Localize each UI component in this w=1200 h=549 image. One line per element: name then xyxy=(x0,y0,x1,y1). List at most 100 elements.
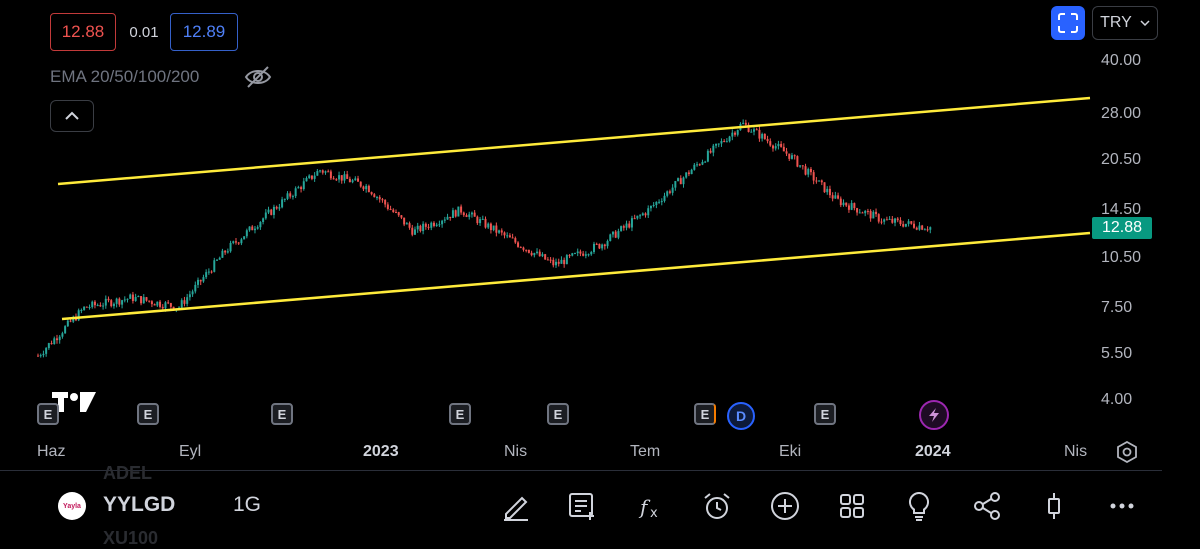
price-tick: 40.00 xyxy=(1101,52,1142,69)
candle-body xyxy=(112,303,115,307)
candle-body xyxy=(172,306,175,310)
candle-body xyxy=(305,178,308,182)
candle-body xyxy=(47,343,50,349)
candle-body xyxy=(373,194,376,198)
candle-body xyxy=(91,301,94,308)
candle-body xyxy=(533,252,536,256)
candle-body xyxy=(728,136,731,142)
price-chart[interactable] xyxy=(0,40,1095,420)
candle-body xyxy=(696,164,699,166)
chart-type-icon[interactable] xyxy=(1038,490,1070,522)
currency-label: TRY xyxy=(1100,14,1132,31)
price-tick: 7.50 xyxy=(1101,299,1133,316)
candle-body xyxy=(180,300,183,308)
eye-off-icon[interactable] xyxy=(244,64,272,90)
candle-body xyxy=(706,150,709,162)
candle-body xyxy=(419,225,422,232)
candle-body xyxy=(913,223,916,228)
alert-icon[interactable] xyxy=(701,490,733,522)
candle-body xyxy=(766,139,769,142)
candle-body xyxy=(560,259,563,264)
time-tick: 2024 xyxy=(915,443,951,460)
interval-selector[interactable]: 1G xyxy=(233,493,262,516)
bid-price[interactable]: 12.88 xyxy=(50,13,116,51)
candle-body xyxy=(384,200,387,205)
share-icon[interactable] xyxy=(971,490,1003,522)
candle-body xyxy=(861,212,864,214)
symbol-name[interactable]: YYLGD xyxy=(103,493,176,516)
candle-body xyxy=(763,133,766,140)
layout-icon[interactable] xyxy=(836,490,868,522)
price-tick: 28.00 xyxy=(1101,105,1142,122)
candle-body xyxy=(883,219,886,222)
earnings-marker[interactable]: E xyxy=(547,403,569,425)
candle-body xyxy=(698,164,701,166)
time-tick: Eki xyxy=(779,443,802,460)
candle-body xyxy=(636,215,639,219)
candle-body xyxy=(809,168,812,173)
note-icon[interactable] xyxy=(566,490,598,522)
price-tick: 14.50 xyxy=(1101,201,1142,218)
flash-event-marker[interactable] xyxy=(919,400,949,430)
candle-body xyxy=(351,180,354,183)
ask-price[interactable]: 12.89 xyxy=(170,13,238,51)
candle-body xyxy=(324,171,327,173)
collapse-button[interactable] xyxy=(50,100,94,132)
candle-body xyxy=(769,141,772,146)
tradingview-logo-icon xyxy=(52,392,96,412)
ideas-icon[interactable] xyxy=(903,490,935,522)
earnings-marker[interactable]: E xyxy=(694,403,716,425)
candle-body xyxy=(473,212,476,217)
add-icon[interactable] xyxy=(769,490,801,522)
candle-body xyxy=(479,219,482,224)
candle-body xyxy=(115,298,118,304)
more-icon[interactable] xyxy=(1106,490,1138,522)
earnings-marker[interactable]: E xyxy=(449,403,471,425)
chart-settings-icon[interactable] xyxy=(1116,440,1138,464)
candle-body xyxy=(207,271,210,273)
candle-body xyxy=(574,253,576,255)
candle-body xyxy=(633,218,636,220)
candle-body xyxy=(61,333,64,337)
candle-body xyxy=(555,261,558,266)
candle-body xyxy=(704,161,707,163)
candle-body xyxy=(899,220,902,225)
next-symbol[interactable]: XU100 xyxy=(103,528,159,548)
candle-body xyxy=(126,298,129,300)
price-tick: 20.50 xyxy=(1101,151,1142,168)
candle-body xyxy=(229,242,232,252)
candle-body xyxy=(83,306,86,310)
dividend-marker[interactable]: D xyxy=(727,402,755,430)
candle-body xyxy=(465,215,468,217)
candle-body xyxy=(432,222,435,226)
candle-body xyxy=(652,205,655,207)
candle-body xyxy=(723,141,726,143)
earnings-marker[interactable]: E xyxy=(271,403,293,425)
indicator-label[interactable]: EMA 20/50/100/200 xyxy=(50,67,200,86)
candle-body xyxy=(818,180,821,182)
candle-body xyxy=(780,143,783,147)
earnings-marker[interactable]: E xyxy=(137,403,159,425)
candle-body xyxy=(598,243,601,249)
candle-body xyxy=(50,343,53,345)
earnings-marker[interactable]: E xyxy=(37,403,59,425)
previous-symbol[interactable]: ADEL xyxy=(103,463,152,483)
candle-body xyxy=(123,299,126,301)
candle-body xyxy=(186,297,189,304)
candle-body xyxy=(443,219,446,221)
candle-body xyxy=(712,145,715,153)
candle-body xyxy=(592,243,595,252)
candle-body xyxy=(647,208,650,216)
candle-body xyxy=(85,306,88,308)
candle-body xyxy=(904,223,907,227)
candle-body xyxy=(625,223,628,228)
draw-icon[interactable] xyxy=(500,490,532,522)
candle-body xyxy=(69,320,72,322)
earnings-marker[interactable]: E xyxy=(814,403,836,425)
currency-selector[interactable]: TRY xyxy=(1092,6,1158,40)
fullscreen-button[interactable] xyxy=(1051,6,1085,40)
candle-body xyxy=(498,230,501,233)
candle-body xyxy=(107,298,110,301)
candle-body xyxy=(359,181,362,187)
